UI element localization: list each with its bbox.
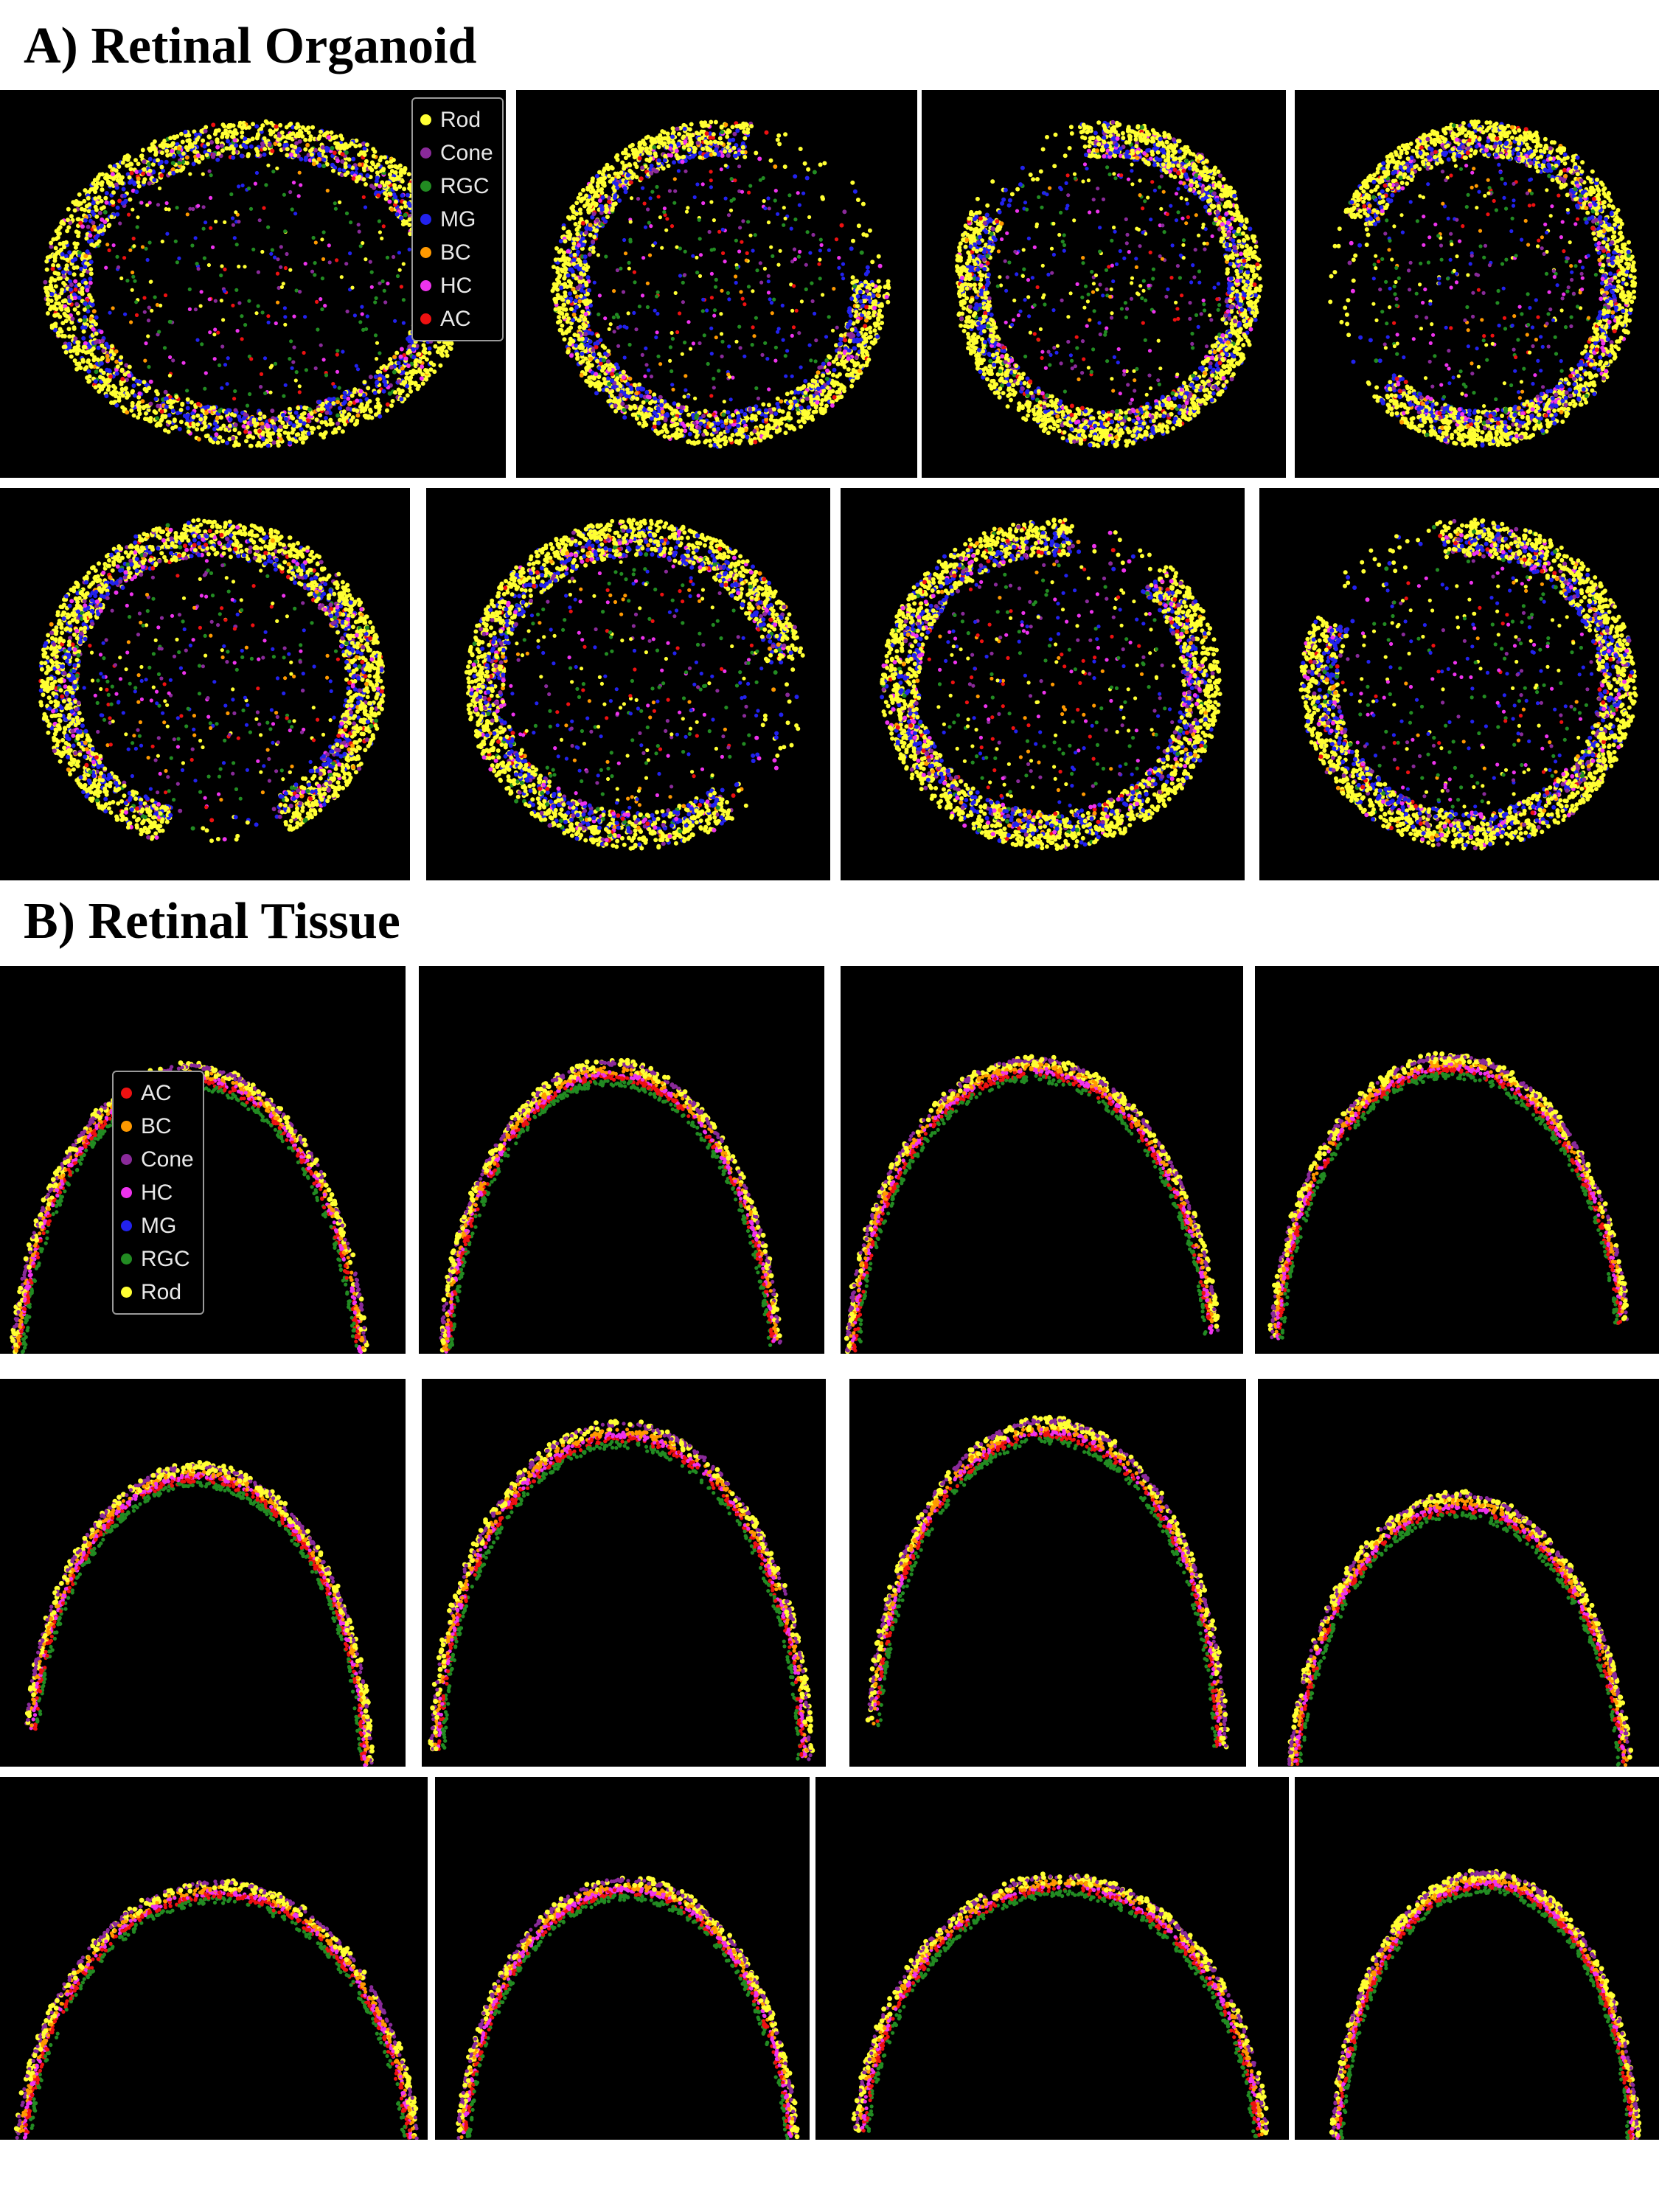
legend-item: MG xyxy=(121,1209,194,1242)
tissue-panel-9 xyxy=(0,1777,428,2140)
legend-dot xyxy=(121,1287,132,1298)
legend-label: Cone xyxy=(141,1147,194,1172)
legend-item: AC xyxy=(420,302,493,335)
organoid-panel-6 xyxy=(426,488,830,880)
cell-scatter xyxy=(439,1057,782,1354)
tissue-panel-3 xyxy=(841,966,1243,1354)
legend-item: BC xyxy=(420,236,493,269)
cell-scatter xyxy=(428,1419,815,1761)
tissue-panel-5 xyxy=(0,1379,406,1767)
tissue-panel-10 xyxy=(435,1777,810,2140)
legend-item: Cone xyxy=(420,136,493,170)
legend-item: Rod xyxy=(121,1276,194,1309)
legend-dot xyxy=(121,1220,132,1231)
cell-scatter xyxy=(38,518,386,844)
cell-scatter xyxy=(1329,1868,1642,2140)
cell-scatter xyxy=(464,518,805,851)
legend-label: MG xyxy=(440,207,476,232)
legend-item: HC xyxy=(121,1176,194,1209)
organoid-panel-4 xyxy=(1295,90,1659,478)
legend-dot xyxy=(420,280,431,291)
organoid-panel-8 xyxy=(1259,488,1659,880)
legend-label: RGC xyxy=(440,174,490,199)
legend-label: RGC xyxy=(141,1247,190,1272)
tissue-panel-8 xyxy=(1258,1379,1659,1767)
cell-scatter xyxy=(456,1875,800,2140)
legend-dot xyxy=(420,214,431,225)
legend-dot xyxy=(420,114,431,125)
legend-label: BC xyxy=(440,240,471,265)
cell-scatter xyxy=(1287,1489,1634,1767)
tissue-panel-11 xyxy=(815,1777,1289,2140)
tissue-panel-6 xyxy=(422,1379,826,1767)
legend-organoid: Rod Cone RGC MG BC HC AC xyxy=(411,97,504,341)
legend-label: BC xyxy=(141,1114,172,1139)
cell-scatter xyxy=(550,119,891,449)
cell-scatter xyxy=(865,1414,1230,1750)
tissue-panel-2 xyxy=(419,966,824,1354)
cell-scatter xyxy=(13,1878,419,2140)
section-title-retinal-tissue: B) Retinal Tissue xyxy=(24,896,400,947)
legend-dot xyxy=(420,247,431,258)
legend-dot xyxy=(121,1253,132,1265)
legend-dot xyxy=(420,181,431,192)
legend-dot xyxy=(121,1154,132,1165)
legend-label: Cone xyxy=(440,141,493,166)
cell-scatter xyxy=(851,1871,1269,2138)
tissue-panel-4 xyxy=(1255,966,1659,1354)
legend-label: MG xyxy=(141,1214,176,1239)
legend-label: Rod xyxy=(141,1280,181,1305)
cell-scatter xyxy=(1328,119,1638,448)
organoid-panel-2 xyxy=(516,90,917,478)
organoid-panel-5 xyxy=(0,488,410,880)
cell-scatter xyxy=(1267,1051,1630,1340)
legend-label: AC xyxy=(440,307,471,332)
legend-item: Cone xyxy=(121,1143,194,1176)
cell-scatter xyxy=(43,119,471,448)
organoid-panel-3 xyxy=(922,90,1286,478)
organoid-panel-7 xyxy=(841,488,1245,880)
cell-scatter xyxy=(955,119,1263,448)
cell-scatter xyxy=(844,1054,1220,1354)
cell-scatter xyxy=(24,1460,375,1767)
legend-item: AC xyxy=(121,1077,194,1110)
cell-scatter xyxy=(880,517,1222,851)
cell-scatter xyxy=(1298,517,1638,851)
legend-dot xyxy=(121,1121,132,1132)
legend-label: HC xyxy=(440,274,472,299)
legend-item: RGC xyxy=(420,170,493,203)
legend-label: HC xyxy=(141,1180,173,1206)
legend-item: MG xyxy=(420,203,493,236)
legend-item: RGC xyxy=(121,1242,194,1276)
legend-dot xyxy=(121,1187,132,1198)
legend-item: BC xyxy=(121,1110,194,1143)
legend-label: AC xyxy=(141,1081,172,1106)
legend-dot xyxy=(420,313,431,324)
legend-label: Rod xyxy=(440,108,481,133)
legend-item: Rod xyxy=(420,103,493,136)
tissue-panel-12 xyxy=(1295,1777,1659,2140)
section-title-retinal-organoid: A) Retinal Organoid xyxy=(24,21,476,72)
tissue-panel-7 xyxy=(849,1379,1246,1767)
legend-tissue: AC BC Cone HC MG RGC Rod xyxy=(112,1071,204,1315)
legend-item: HC xyxy=(420,269,493,302)
legend-dot xyxy=(121,1088,132,1099)
legend-dot xyxy=(420,147,431,159)
